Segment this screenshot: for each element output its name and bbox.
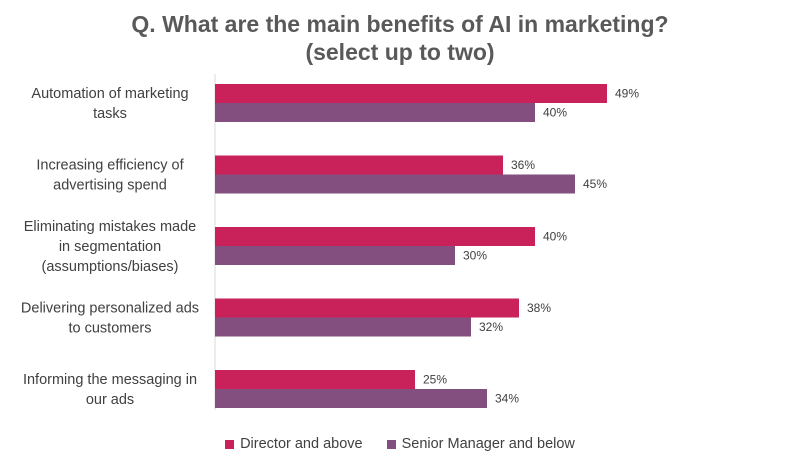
category-label: Increasing efficiency of advertising spen…	[36, 158, 184, 194]
bar-director	[215, 298, 519, 318]
chart-title-line2: (select up to two)	[305, 39, 495, 65]
data-label: 30%	[463, 249, 487, 263]
bar-director	[215, 155, 503, 175]
legend-swatch-director	[225, 439, 235, 449]
category-label: Eliminating mistakes made in segmentation…	[24, 219, 196, 275]
legend-item-director: Director and above	[225, 436, 363, 452]
data-label: 38%	[527, 301, 551, 315]
bar-director	[215, 370, 415, 389]
bar-senior-manager	[215, 317, 471, 337]
bar-senior-manager	[215, 246, 455, 265]
category-label: Automation of marketing tasks	[31, 86, 188, 122]
bar-chart: Automation of marketing tasks 49% 40% Increa…	[21, 74, 639, 410]
legend-label-director: Director and above	[240, 436, 363, 452]
legend-label-senior-manager: Senior Manager and below	[401, 436, 575, 452]
bar-senior-manager	[215, 103, 535, 122]
chart-title: Q. What are the main benefits of AI in m…	[0, 10, 800, 66]
category-label: Delivering personalized ads to customers	[21, 301, 199, 337]
legend: Director and above Senior Manager and be…	[0, 436, 800, 452]
data-label: 25%	[423, 373, 447, 387]
legend-item-senior-manager: Senior Manager and below	[386, 436, 575, 452]
data-label: 34%	[495, 392, 519, 406]
data-label: 40%	[543, 106, 567, 120]
bar-senior-manager	[215, 174, 575, 194]
chart-title-line1: Q. What are the main benefits of AI in m…	[131, 11, 669, 37]
legend-swatch-senior-manager	[386, 439, 396, 449]
data-label: 36%	[511, 158, 535, 172]
category-label: Informing the messaging in our ads	[23, 372, 197, 408]
data-label: 32%	[479, 320, 503, 334]
bar-director	[215, 227, 535, 246]
bar-director	[215, 84, 607, 103]
data-label: 45%	[583, 177, 607, 191]
data-label: 49%	[615, 87, 639, 101]
bar-senior-manager	[215, 389, 487, 408]
data-label: 40%	[543, 230, 567, 244]
